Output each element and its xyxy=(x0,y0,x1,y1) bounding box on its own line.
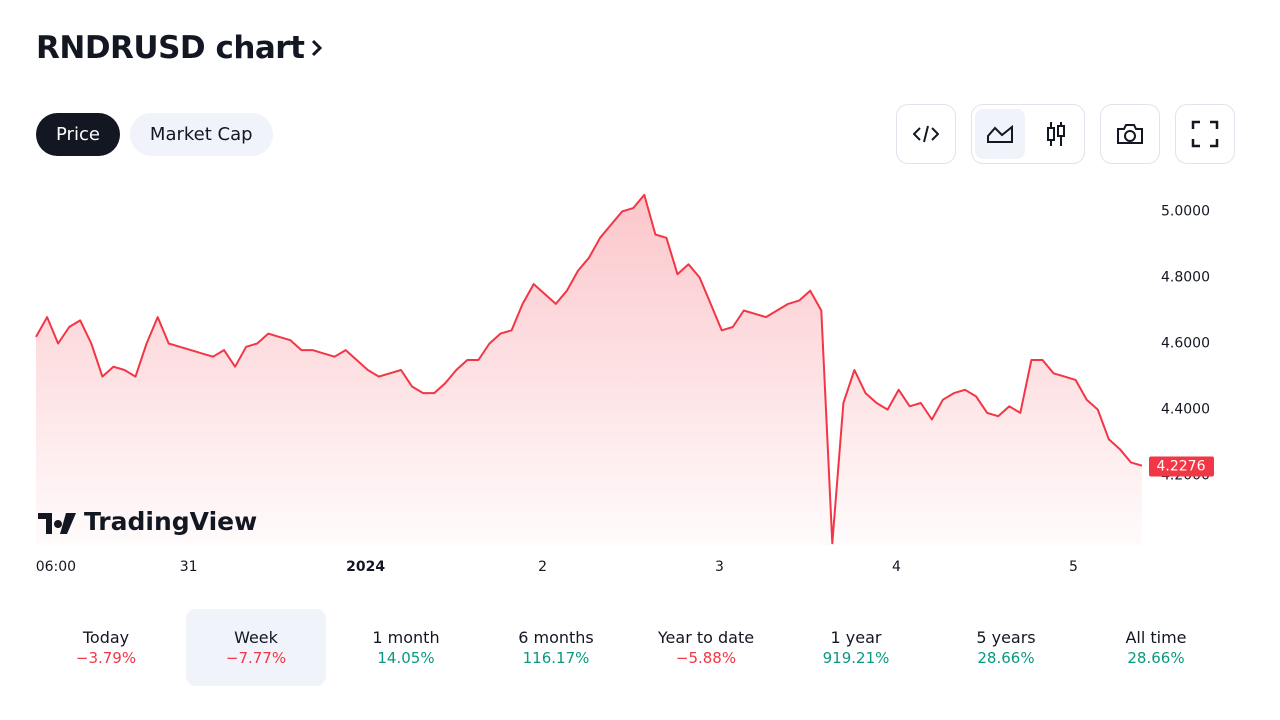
period[interactable]: Week −7.77% xyxy=(186,609,326,686)
candle-style-button[interactable] xyxy=(1031,109,1081,159)
chart-style-group xyxy=(971,104,1085,164)
y-tick-label: 5.0000 xyxy=(1161,203,1210,219)
y-tick-label: 4.6000 xyxy=(1161,336,1210,352)
period-label: All time xyxy=(1125,628,1187,647)
period-label: 1 month xyxy=(372,628,440,647)
embed-button[interactable] xyxy=(896,104,956,164)
period[interactable]: 6 months 116.17% xyxy=(486,609,626,686)
x-tick-label: 4 xyxy=(892,559,901,575)
chevron xyxy=(312,39,323,57)
last-price-label: 4.2276 xyxy=(1157,459,1206,475)
last-price-badge xyxy=(1149,456,1214,477)
period-change: 28.66% xyxy=(1127,649,1185,667)
period-label: Year to date xyxy=(657,628,755,647)
period[interactable]: All time 28.66% xyxy=(1086,609,1226,686)
period[interactable]: Today −3.79% xyxy=(36,609,176,686)
chart: TradingView 4.20004.40004.60004.80005.00… xyxy=(35,193,1214,575)
period[interactable]: 5 years 28.66% xyxy=(936,609,1076,686)
y-tick-label: 4.8000 xyxy=(1161,269,1210,285)
period-label: 6 months xyxy=(518,628,594,647)
period-label: 1 year xyxy=(830,628,882,647)
tabs: Price Market Cap xyxy=(36,113,273,156)
watermark: TradingView xyxy=(38,507,257,536)
tab[interactable]: Market Cap xyxy=(129,113,273,156)
camera-icon xyxy=(1117,124,1143,144)
period-label: 5 years xyxy=(976,628,1036,647)
period-label: Today xyxy=(82,628,130,647)
x-tick-label: 06:00 xyxy=(36,559,76,575)
period[interactable]: 1 month 14.05% xyxy=(336,609,476,686)
period-change: 116.17% xyxy=(522,649,590,667)
watermark-text: TradingView xyxy=(84,507,257,536)
period-change: −7.77% xyxy=(225,649,287,667)
price-line xyxy=(35,193,1143,545)
area-style-button[interactable] xyxy=(975,109,1025,159)
x-tick-label: 5 xyxy=(1069,559,1078,575)
period-change: 919.21% xyxy=(822,649,890,667)
period-change: 14.05% xyxy=(377,649,435,667)
period-label: Week xyxy=(234,628,278,647)
title[interactable]: RNDRUSD chart xyxy=(36,30,324,66)
candle-icon xyxy=(1047,122,1065,146)
area-icon xyxy=(987,124,1013,143)
title-text[interactable]: RNDRUSD chart xyxy=(36,30,305,66)
period-change: 28.66% xyxy=(977,649,1035,667)
screenshot-button[interactable] xyxy=(1100,104,1160,164)
x-tick-label: 2024 xyxy=(346,559,385,575)
embed-icon xyxy=(913,125,939,143)
period[interactable]: 1 year 919.21% xyxy=(786,609,926,686)
period-change: −3.79% xyxy=(75,649,137,667)
periods: Today −3.79% Week −7.77% 1 month 14.05% 6 mont… xyxy=(36,609,1236,686)
x-tick-label: 3 xyxy=(715,559,724,575)
period-change: −5.88% xyxy=(675,649,737,667)
x-tick-label: 31 xyxy=(180,559,198,575)
x-tick-label: 2 xyxy=(538,559,547,575)
fullscreen-button[interactable] xyxy=(1175,104,1235,164)
fullscreen-icon xyxy=(1191,120,1219,148)
tab[interactable]: Price xyxy=(36,113,120,156)
y-tick-label: 4.4000 xyxy=(1161,402,1210,418)
period[interactable]: Year to date −5.88% xyxy=(636,609,776,686)
area xyxy=(36,194,1142,545)
